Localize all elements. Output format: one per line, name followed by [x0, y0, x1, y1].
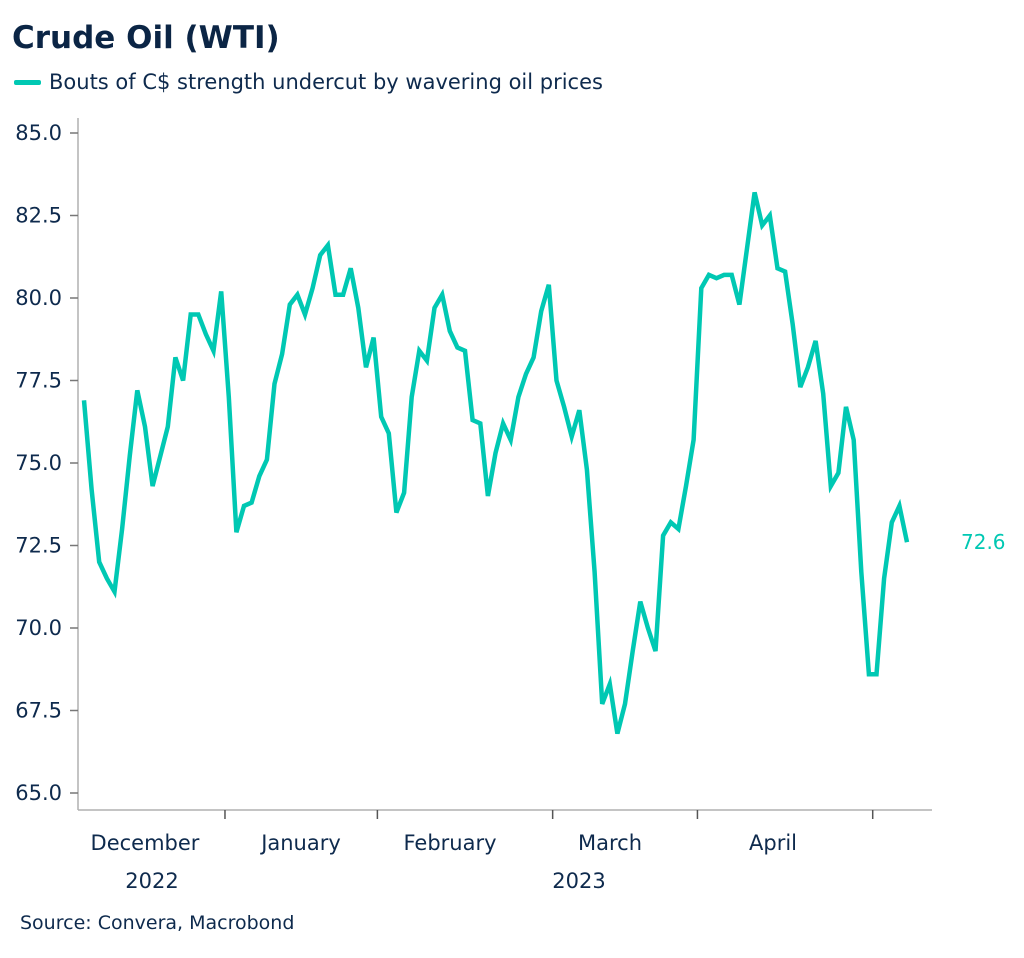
- year-label: 2023: [552, 869, 605, 893]
- y-tick-label: 67.5: [15, 699, 62, 723]
- y-tick-label: 70.0: [15, 616, 62, 640]
- x-tick-label: April: [749, 831, 797, 855]
- legend-swatch: [14, 79, 41, 85]
- source-note: Source: Convera, Macrobond: [20, 912, 295, 934]
- year-label: 2022: [125, 869, 178, 893]
- x-tick-label: March: [578, 831, 642, 855]
- x-tick-label: February: [403, 831, 496, 855]
- y-tick-label: 65.0: [15, 781, 62, 805]
- x-tick-label: December: [91, 831, 200, 855]
- y-tick-label: 85.0: [15, 121, 62, 145]
- series-line-wti: [81, 191, 910, 735]
- y-tick-label: 82.5: [15, 204, 62, 228]
- legend-label: Bouts of C$ strength undercut by waverin…: [49, 70, 603, 94]
- chart-title: Crude Oil (WTI): [12, 20, 280, 56]
- legend: Bouts of C$ strength undercut by waverin…: [14, 70, 603, 94]
- x-tick-label: January: [259, 831, 341, 855]
- y-tick-label: 80.0: [15, 286, 62, 310]
- y-tick-label: 77.5: [15, 369, 62, 393]
- last-value-label: 72.6: [961, 530, 1006, 554]
- y-tick-label: 72.5: [15, 534, 62, 558]
- y-tick-label: 75.0: [15, 451, 62, 475]
